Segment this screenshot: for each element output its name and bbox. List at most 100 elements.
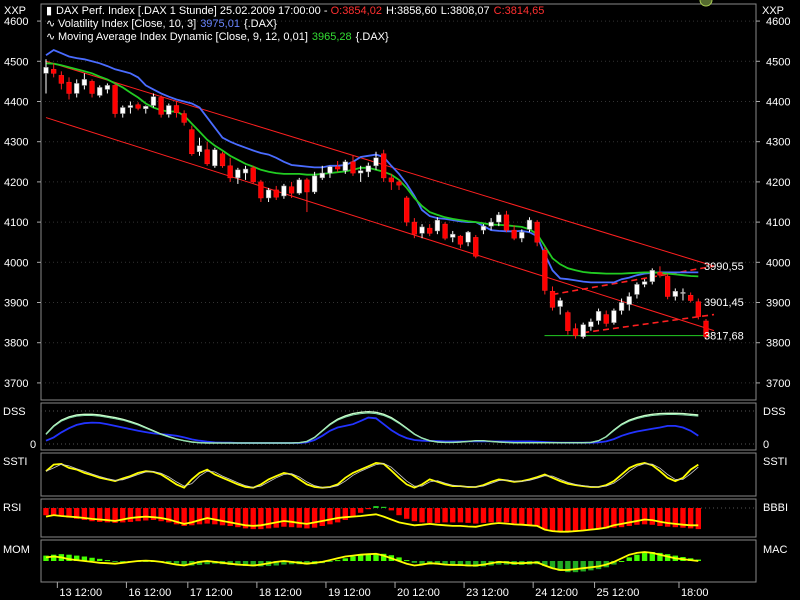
candle-body (703, 320, 709, 337)
candle-body (196, 145, 203, 152)
bbbi-bar (135, 508, 141, 522)
bbbi-bar (557, 508, 563, 532)
dss-tick-right: 0 (763, 439, 769, 451)
bbbi-bar (465, 508, 471, 523)
dss-current-marker (699, 0, 713, 7)
bbbi-bar (511, 508, 517, 524)
bbbi-bar (334, 508, 341, 523)
candle-body (373, 157, 379, 167)
candle-body (296, 179, 302, 194)
mac-bar (166, 561, 172, 563)
bbbi-bar (97, 508, 103, 522)
legend-title: DAX Perf. Index [.DAX 1 Stunde] 25.02.20… (56, 5, 331, 17)
x-tick-label: 23 12:00 (466, 587, 509, 599)
bbbi-bar (680, 508, 686, 528)
price-tick-label-right: 4600 (766, 16, 790, 28)
candle-body (626, 296, 632, 305)
mac-bar (411, 561, 418, 563)
x-tick-label: 18 12:00 (259, 587, 302, 599)
candle-body (273, 189, 279, 198)
mac-bar (465, 561, 471, 567)
dss-tick-left: 0 (30, 439, 36, 451)
mac-bar (404, 560, 410, 562)
candle-body (381, 153, 387, 179)
candle-body (434, 219, 441, 232)
price-tick-label-left: 4600 (4, 16, 28, 28)
bbbi-label-right: BBBI (763, 502, 788, 514)
legend-low: L:3808,07 (441, 5, 490, 17)
bbbi-bar (427, 508, 433, 523)
x-tick-label: 18:00 (681, 587, 709, 599)
candle-body (250, 167, 256, 183)
candle-body (680, 292, 686, 294)
bbbi-bar (304, 508, 310, 529)
mac-bar (473, 561, 479, 567)
candle-body (588, 321, 594, 327)
bbbi-bar (603, 508, 609, 529)
bbbi-bar (235, 508, 241, 528)
legend-open: O:3854,02 (331, 5, 382, 17)
candle-body (388, 177, 394, 183)
bbbi-bar (281, 508, 287, 527)
bbbi-bar (196, 508, 203, 525)
bbbi-bar (319, 508, 325, 526)
mac-bar (618, 561, 625, 562)
mac-bar (196, 561, 203, 565)
candle-body (580, 324, 586, 337)
candle-body (664, 276, 671, 297)
channel-upper-line (45, 60, 715, 267)
price-annotation: 3817,68 (704, 331, 744, 343)
mac-bar (89, 557, 95, 561)
svg-text:Moving Average Index Dynamic [: Moving Average Index Dynamic [Close, 9, … (58, 31, 389, 43)
mac-bar (442, 561, 448, 565)
bbbi-bar (634, 508, 640, 525)
bbbi-bar (173, 508, 180, 525)
price-tick-label-right: 3700 (766, 378, 790, 390)
mac-bar (120, 561, 126, 562)
bbbi-bar (450, 508, 456, 523)
bbbi-bar (611, 508, 617, 528)
candle-body (526, 219, 533, 230)
x-tick-label: 19 12:00 (328, 587, 371, 599)
ssti-line (45, 461, 699, 489)
bbbi-bar (189, 508, 195, 526)
bbbi-bar (519, 508, 525, 525)
price-annotation: 3901,45 (704, 297, 744, 309)
dss-panel-frame (40, 402, 757, 451)
bbbi-bar (288, 508, 295, 528)
legend-ma-name: Moving Average Index Dynamic [Close, 9, … (58, 31, 308, 43)
mom-label-left: MOM (3, 544, 30, 556)
mac-bar (641, 552, 648, 561)
bbbi-bar (442, 508, 448, 523)
bbbi-bar (542, 508, 548, 530)
candle-body (603, 314, 609, 324)
mac-bar (50, 554, 57, 561)
bbbi-bar (503, 508, 510, 523)
bbbi-bar (242, 508, 249, 529)
candle-body (572, 328, 579, 336)
price-tick-label-right: 4200 (766, 177, 790, 189)
mac-bar (572, 561, 579, 573)
svg-text:DAX Perf. Index [.DAX 1 Stund: DAX Perf. Index [.DAX 1 Stunde] 25.02.20… (56, 5, 544, 17)
candle-body (97, 87, 103, 96)
mac-label-right: MAC (763, 544, 788, 556)
dss-label-right: DSS (763, 406, 786, 418)
candle-body (503, 214, 510, 231)
x-tick-label: 20 12:00 (397, 587, 440, 599)
price-tick-label-right: 3900 (766, 298, 790, 310)
ssti-panel-frame (40, 452, 757, 497)
bbbi-bar (327, 508, 333, 525)
candle-body (204, 149, 210, 165)
mac-bar (43, 555, 49, 561)
bbbi-bar (158, 508, 164, 522)
x-tick-label: 25 12:00 (597, 587, 640, 599)
x-tick-label: 13 12:00 (59, 587, 102, 599)
candle-body (480, 225, 487, 231)
candle-body (281, 185, 287, 197)
candle-body (258, 181, 264, 199)
mac-bar (273, 561, 279, 566)
mac-bar (66, 554, 72, 561)
legend-vol-sym: {.DAX} (244, 18, 277, 30)
mac-bar (549, 561, 556, 569)
